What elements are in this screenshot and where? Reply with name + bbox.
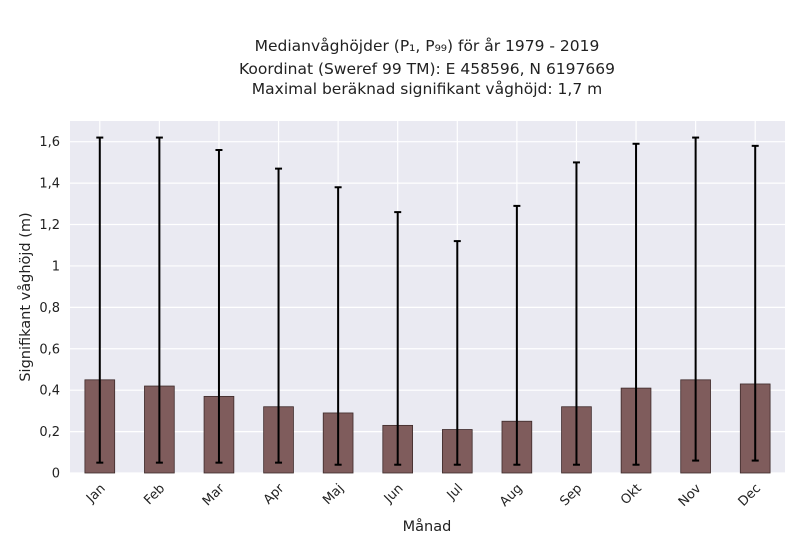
y-tick-label: 0 [52,467,60,482]
y-tick-label: 1 [52,259,60,274]
y-axis-label: Signifikant våghöjd (m) [17,212,34,381]
error-bar-apr [275,167,283,464]
error-bar-maj [334,186,342,466]
y-tick-label: 0,8 [39,301,60,316]
error-bar-sep [572,161,580,466]
x-tick-label: Aug [497,481,526,510]
error-bar-nov [692,136,700,462]
x-axis-ticks: Jan Feb Mar Apr Maj Jun Jul Aug Sep Okt Nov Dec [83,481,764,510]
x-tick-label: Maj [320,481,347,508]
error-bar-jun [394,211,402,466]
x-tick-label: Nov [676,481,705,510]
error-bar-mar [215,148,223,464]
x-tick-label: Apr [261,481,288,508]
y-tick-label: 1,2 [39,218,60,233]
y-tick-label: 1,4 [39,177,60,192]
y-axis-ticks: 0 0,2 0,4 0,6 0,8 1 1,2 1,4 1,6 [39,135,60,481]
error-bar-okt [632,142,640,466]
x-tick-label: Jun [381,481,407,507]
chart-title: Medianvåghöjder (P₁, P₉₉) för år 1979 - … [239,37,615,98]
plot-area [70,121,785,473]
x-tick-label: Jan [83,481,108,506]
y-tick-label: 1,6 [39,135,60,150]
y-tick-label: 0,6 [39,342,60,357]
y-tick-label: 0,4 [39,384,60,399]
x-tick-label: Okt [618,481,645,508]
error-bar-dec [751,144,759,462]
x-tick-label: Dec [736,481,764,509]
x-tick-label: Feb [141,481,168,508]
x-tick-label: Sep [557,481,585,509]
error-bars [96,136,759,466]
error-bar-jul [453,240,461,466]
title-line-1: Medianvåghöjder (P₁, P₉₉) för år 1979 - … [255,37,600,55]
title-line-3: Maximal beräknad signifikant våghöjd: 1,… [252,80,602,98]
title-line-2: Koordinat (Sweref 99 TM): E 458596, N 61… [239,60,615,78]
error-bar-feb [155,136,163,464]
x-tick-label: Mar [200,481,228,509]
error-bar-jan [96,136,104,464]
x-axis-label: Månad [403,518,452,535]
y-tick-label: 0,2 [39,425,60,440]
error-bar-aug [513,204,521,466]
x-tick-label: Jul [444,481,466,503]
